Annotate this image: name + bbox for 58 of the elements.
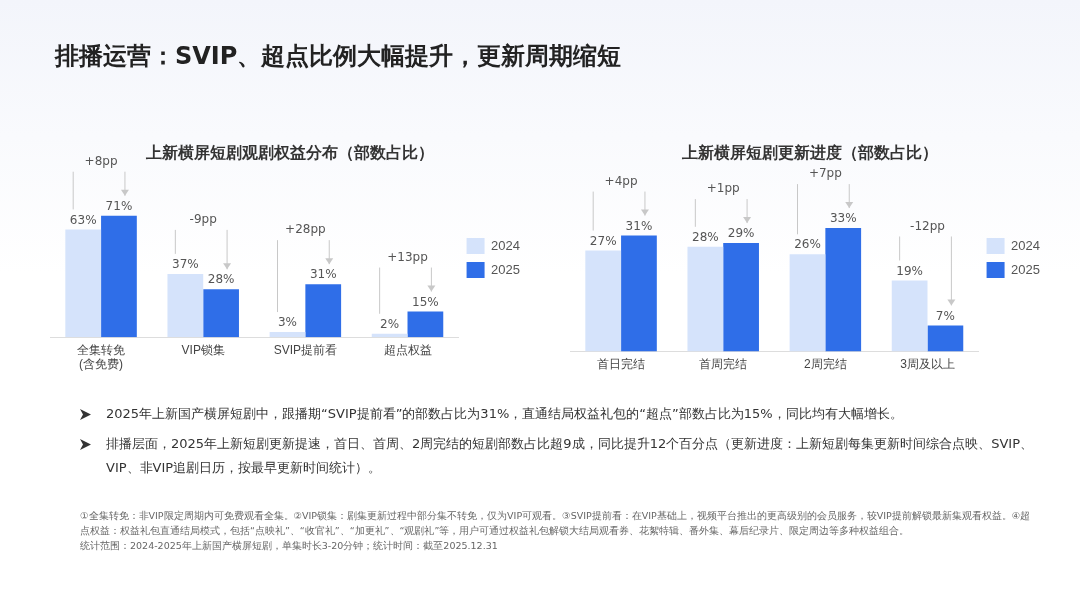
legend-label: 2025	[491, 261, 520, 277]
bar	[687, 246, 724, 352]
legend-label: 2025	[1011, 261, 1040, 277]
x-tick-label: 首周完结	[699, 357, 748, 372]
legend-label: 2024	[1011, 237, 1040, 253]
data-label: 7%	[935, 308, 955, 323]
data-label: 28%	[692, 229, 719, 244]
bar	[203, 289, 239, 338]
x-tick-label: VIP锁集	[181, 342, 225, 357]
text: +8pp	[84, 153, 118, 168]
data-label: 31%	[309, 267, 337, 282]
data-label: 28%	[207, 272, 235, 287]
bar	[305, 284, 342, 338]
bar	[585, 250, 622, 352]
x-tick-label: 全集转免 (含免费)	[77, 342, 126, 372]
bar	[101, 215, 137, 338]
text: 排播运营：SVIP、超点比例大幅提升，更新周期缩短	[55, 41, 622, 72]
bar	[825, 228, 862, 352]
data-label: 71%	[105, 198, 133, 213]
bar	[65, 229, 102, 338]
annotation: -9pp	[189, 212, 217, 227]
text: +7pp	[808, 166, 842, 181]
text: +4pp	[604, 173, 638, 188]
data-label: 29%	[727, 226, 755, 241]
text: 排播层面，2025年上新短剧更新提速，首日、首周、2周完结的短剧部数占比超9成，同比提升12个百分点（更新进度：上新短剧每集更新时间综合点映、SVIP、VIP、非VIP追剧日历，按最早更新时间统计）。	[105, 435, 1034, 477]
data-label: 31%	[625, 218, 653, 233]
bar	[927, 325, 964, 352]
data-label: 2%	[380, 316, 400, 331]
legend-label: 2024	[491, 237, 520, 253]
text: 2025年上新国产横屏短剧中，跟播期“SVIP提前看”的部数占比为31%，直通结局权益礼包的“超点”部数占比为15%，同比均有大幅增长。	[105, 405, 904, 423]
data-label: 26%	[794, 237, 821, 252]
data-label: 3%	[277, 315, 298, 330]
bar	[891, 280, 928, 352]
x-tick-label: 首日完结	[597, 357, 646, 372]
x-tick-label: 2周完结	[804, 357, 847, 372]
text: 统计范围：2024-2025年上新国产横屏短剧，单集时长3-20分钟；统计时间：截至2025.12.31	[80, 539, 499, 553]
data-label: 63%	[69, 212, 97, 227]
bar	[407, 311, 444, 338]
bar	[789, 254, 826, 352]
data-label: 19%	[896, 263, 923, 278]
annotation: +28pp	[285, 222, 326, 237]
annotation: -12pp	[910, 218, 945, 233]
text: ①全集转免：非VIP限定周期内可免费观看全集。②VIP锁集：剧集更新过程中部分集不转免，仅为VIP可观看。③SVIP提前看：在VIP基础上，视频平台推出的更高级别的会员服务，较VIP提前解锁最新集观看权益。④超点权益：权益礼包直通结局模式，包括“点映礼”、“收官礼”、“加更礼”、“观剧礼”等，用户可通过权益礼包解锁大结局观看券、花絮特辑、番外集、幕后纪录片、限定周边等多种权益组合。	[80, 509, 1032, 538]
text: +1pp	[706, 181, 740, 196]
bar	[621, 235, 657, 352]
x-tick-label: 超点权益	[383, 342, 432, 357]
data-label: 15%	[412, 294, 439, 309]
x-tick-label: SVIP提前看	[273, 342, 338, 357]
data-label: 27%	[589, 233, 617, 248]
bar	[167, 273, 204, 338]
data-label: 37%	[172, 257, 199, 272]
chart-title: 上新横屏短剧观剧权益分布（部数占比）	[145, 142, 434, 162]
bar	[269, 332, 306, 338]
x-tick-label: 3周及以上	[900, 357, 955, 372]
annotation: +13pp	[387, 249, 428, 264]
data-label: 33%	[829, 211, 857, 226]
chart-title: 上新横屏短剧更新进度（部数占比）	[681, 142, 938, 162]
bar	[723, 243, 759, 352]
